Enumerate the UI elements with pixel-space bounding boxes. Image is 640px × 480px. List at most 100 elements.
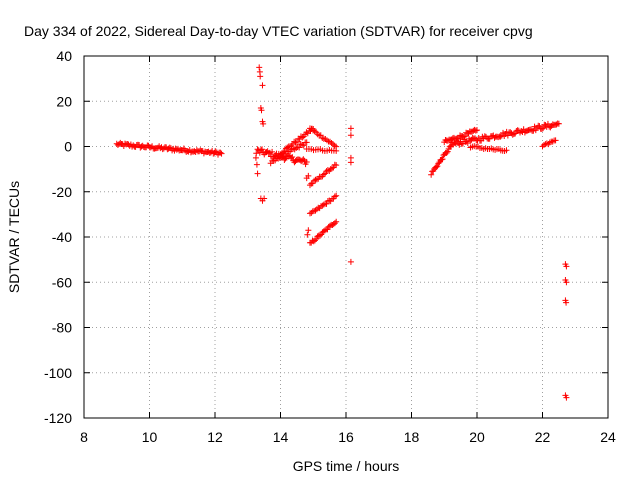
data-point [333,218,340,225]
data-point [563,279,570,286]
y-tick-label: -20 [52,184,72,200]
data-point [460,133,467,140]
data-point [304,231,311,238]
data-point [435,160,442,167]
y-tick-label: -100 [44,365,72,381]
data-point [296,144,303,151]
data-point [311,177,318,184]
data-point [293,138,300,145]
data-point [439,156,446,163]
data-point [254,170,261,177]
data-point [281,148,288,155]
data-point [347,258,354,265]
data-point [331,220,338,227]
data-point [257,73,264,80]
y-tick-label: 40 [56,48,72,64]
data-point [347,159,354,166]
data-point [303,139,310,146]
data-point [303,129,310,136]
data-point [563,394,570,401]
data-point [289,153,296,160]
plot-frame [83,55,609,419]
data-point [313,236,320,243]
data-points [113,64,570,401]
x-tick-label: 8 [80,429,88,445]
data-point [261,195,268,202]
y-tick-label: -60 [52,274,72,290]
data-point [333,192,340,199]
grid [84,56,608,418]
x-tick-label: 22 [535,429,551,445]
data-point [544,120,551,127]
data-point [259,82,266,89]
x-tick-label: 14 [273,429,289,445]
chart-title: Day 334 of 2022, Sidereal Day-to-day VTE… [24,23,533,39]
data-point [328,140,335,147]
data-point [563,299,570,306]
x-tick-label: 24 [600,429,616,445]
data-point [253,150,260,157]
data-point [333,147,340,154]
x-tick-labels: 8 10 12 14 16 18 20 22 24 [80,429,616,445]
x-tick-label: 12 [207,429,223,445]
data-point [313,176,320,183]
data-point [269,148,276,155]
data-point [260,120,267,127]
data-point [312,207,319,214]
data-point [253,161,260,168]
data-point [329,165,336,172]
data-point [504,132,511,139]
data-point [258,107,265,114]
data-point [443,149,450,156]
data-point [347,125,354,132]
data-point [331,193,338,200]
data-point [543,140,550,147]
data-point [434,163,441,170]
data-point [546,139,553,146]
x-tick-label: 16 [338,429,354,445]
data-point [347,132,354,139]
data-point [503,147,510,154]
data-point [317,132,324,139]
data-point [331,142,338,149]
data-point [323,200,330,207]
data-point [552,137,559,144]
data-point [333,162,340,169]
data-point [299,134,306,141]
data-point [316,232,323,239]
data-point [280,149,287,156]
data-point [474,127,480,134]
x-tick-label: 18 [404,429,420,445]
data-point [311,237,318,244]
data-point [555,120,562,127]
x-tick-label: 10 [142,429,158,445]
data-point [433,163,440,170]
data-point [549,138,556,145]
data-point [256,64,263,71]
data-point [320,171,327,178]
data-point [540,141,547,148]
y-tick-label: -120 [44,410,72,426]
data-point [303,158,310,165]
data-point [212,148,219,155]
data-point [313,206,320,213]
x-axis-label: GPS time / hours [293,458,400,474]
y-tick-label: -80 [52,320,72,336]
data-point [305,227,312,234]
data-point [497,133,504,140]
data-point [218,150,225,157]
data-point [444,148,451,155]
data-point [217,149,224,156]
data-point [324,166,331,173]
data-point [320,201,327,208]
data-point [259,146,266,153]
data-point [461,133,468,140]
x-tick-label: 20 [469,429,485,445]
y-tick-labels: 40 20 0 -20 -40 -60 -80 -100 -120 [44,48,72,426]
data-point [284,144,291,151]
data-point [563,263,570,270]
data-point [428,171,435,178]
y-axis-label: SDTVAR / TECUs [6,181,22,293]
y-tick-label: 0 [64,139,72,155]
